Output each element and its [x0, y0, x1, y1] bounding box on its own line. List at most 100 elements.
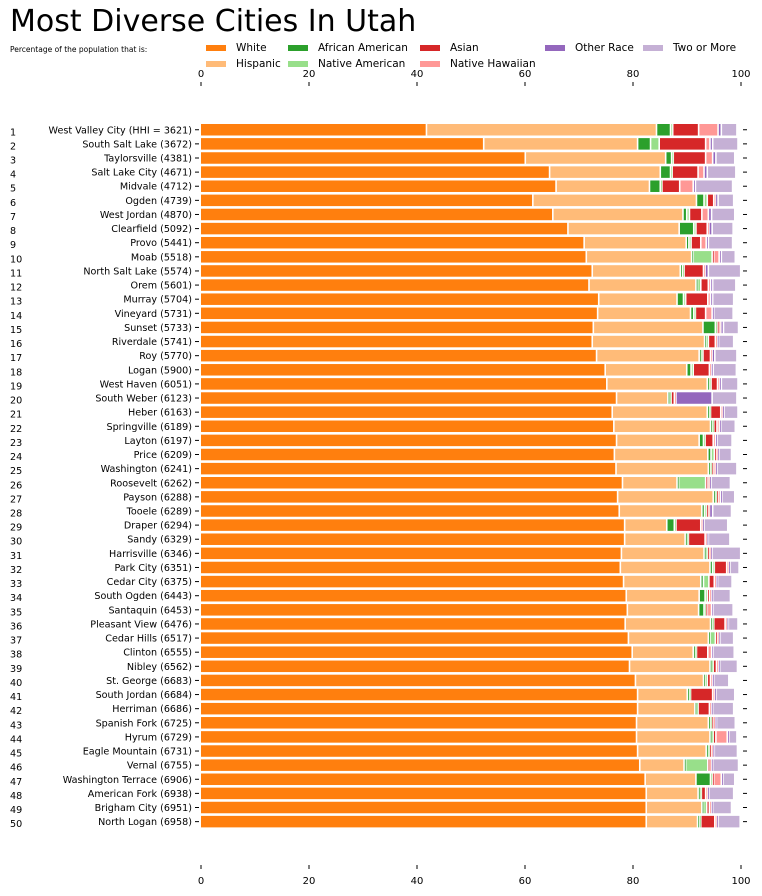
bar-segment-asian [717, 321, 719, 334]
rank-label: 40 [10, 678, 22, 689]
city-label: Layton (6197) [124, 436, 192, 447]
bar-segment-asian [709, 575, 714, 588]
rank-label: 50 [10, 819, 22, 830]
bar-row [201, 138, 747, 150]
rank-label: 34 [10, 593, 22, 604]
bar-segment-native-american [712, 660, 714, 673]
bar-segment-other-race [711, 293, 713, 305]
bar-segment-white [201, 674, 635, 687]
bar-row [201, 575, 747, 588]
bar-segment-white [201, 533, 624, 545]
bar-segment-african-american [699, 434, 703, 447]
bar-segment-two-or-more [713, 759, 738, 771]
rank-label: 9 [10, 240, 16, 251]
bar-segment-two-or-more [709, 236, 732, 249]
legend-swatch-white [206, 45, 226, 51]
bar-segment-asian [708, 589, 709, 602]
bottom-tick-label: 40 [411, 876, 424, 887]
city-label: Heber (6163) [128, 408, 192, 419]
bar-segment-african-american [699, 349, 701, 362]
bar-segment-native-hawaiian [727, 561, 729, 574]
bar-segment-native-american [709, 378, 711, 390]
bar-segment-two-or-more [719, 335, 733, 348]
bar-segment-hispanic [625, 533, 685, 545]
rank-label: 13 [10, 297, 22, 308]
city-label: American Fork (6938) [88, 789, 192, 800]
bar-segment-white [201, 392, 616, 404]
bar-segment-hispanic [553, 208, 683, 221]
bar-segment-african-american [710, 731, 712, 743]
bar-segment-white [201, 801, 646, 814]
city-label: Sandy (6329) [127, 535, 192, 546]
bar-segment-native-american [672, 152, 674, 164]
bar-segment-white [201, 717, 636, 729]
rank-label: 42 [10, 706, 22, 717]
bar-segment-native-hawaiian [714, 773, 721, 786]
rank-label: 27 [10, 494, 22, 505]
bar-segment-other-race [709, 208, 711, 221]
bar-segment-asian [708, 674, 710, 687]
bar-segment-native-american [694, 251, 712, 263]
bar-segment-hispanic [606, 364, 686, 376]
legend-item-two-or-more: Two or More [643, 42, 736, 54]
bar-segment-african-american [703, 321, 715, 334]
bar-segment-white [201, 420, 614, 433]
bar-segment-white [201, 307, 597, 320]
city-label: South Jordan (6684) [96, 690, 192, 701]
bar-segment-white [201, 462, 616, 475]
bar-segment-white [201, 208, 553, 221]
bar-row [201, 420, 747, 433]
bar-row [201, 759, 747, 771]
bar-segment-other-race [711, 547, 713, 560]
bar-segment-hispanic [589, 279, 696, 291]
bar-segment-african-american [685, 533, 687, 545]
bar-segment-native-american [705, 589, 707, 602]
rank-label: 26 [10, 480, 22, 491]
rank-label: 44 [10, 734, 22, 745]
rank-label: 7 [10, 212, 16, 223]
bar-segment-native-american [712, 731, 714, 743]
city-label: Vernal (6755) [127, 761, 192, 772]
city-label: Riverdale (5741) [112, 337, 192, 348]
bar-segment-african-american [702, 801, 704, 814]
legend: White Hispanic African American Native A… [0, 42, 762, 72]
bar-segment-other-race [704, 166, 707, 178]
bar-segment-native-hawaiian [718, 378, 720, 390]
bar-segment-asian [701, 279, 708, 291]
bar-segment-native-hawaiian [701, 519, 703, 531]
bar-segment-two-or-more [714, 674, 729, 687]
bar-segment-other-race [716, 575, 718, 588]
bar-segment-other-race [713, 745, 715, 757]
bar-segment-other-race [708, 787, 709, 800]
bar-segment-two-or-more [721, 632, 733, 644]
bar-segment-white [201, 519, 624, 531]
bar-segment-native-hawaiian [714, 194, 716, 207]
legend-item-other-race: Other Race [545, 42, 634, 54]
city-label: Tooele (6289) [126, 506, 192, 517]
bar-segment-asian [694, 364, 709, 376]
legend-label-native-hawaiian: Native Hawaiian [450, 58, 536, 70]
bar-segment-hispanic [628, 604, 698, 616]
city-label: Washington (6241) [101, 464, 192, 475]
bar-row [201, 561, 747, 574]
bar-segment-other-race [716, 434, 717, 447]
rank-label: 47 [10, 777, 22, 788]
bar-segment-other-race [712, 674, 714, 687]
bar-segment-other-race [711, 279, 713, 291]
bar-segment-white [201, 152, 525, 164]
legend-item-hispanic: Hispanic [206, 58, 281, 70]
legend-swatch-two-or-more [643, 45, 663, 51]
city-label: Ogden (4739) [125, 196, 192, 207]
bar-segment-other-race [711, 589, 713, 602]
city-label: Washington Terrace (6906) [63, 775, 192, 786]
bar-segment-native-american [704, 194, 707, 207]
bar-segment-other-race [712, 646, 714, 658]
city-label: Vineyard (5731) [115, 309, 192, 320]
city-label: Springville (6189) [107, 422, 193, 433]
bar-segment-native-hawaiian [708, 222, 709, 235]
bar-segment-native-american [683, 265, 685, 277]
legend-item-asian: Asian [420, 42, 479, 54]
legend-label-white: White [236, 42, 267, 54]
bar-segment-african-american [704, 547, 706, 560]
bar-segment-hispanic [636, 674, 703, 687]
